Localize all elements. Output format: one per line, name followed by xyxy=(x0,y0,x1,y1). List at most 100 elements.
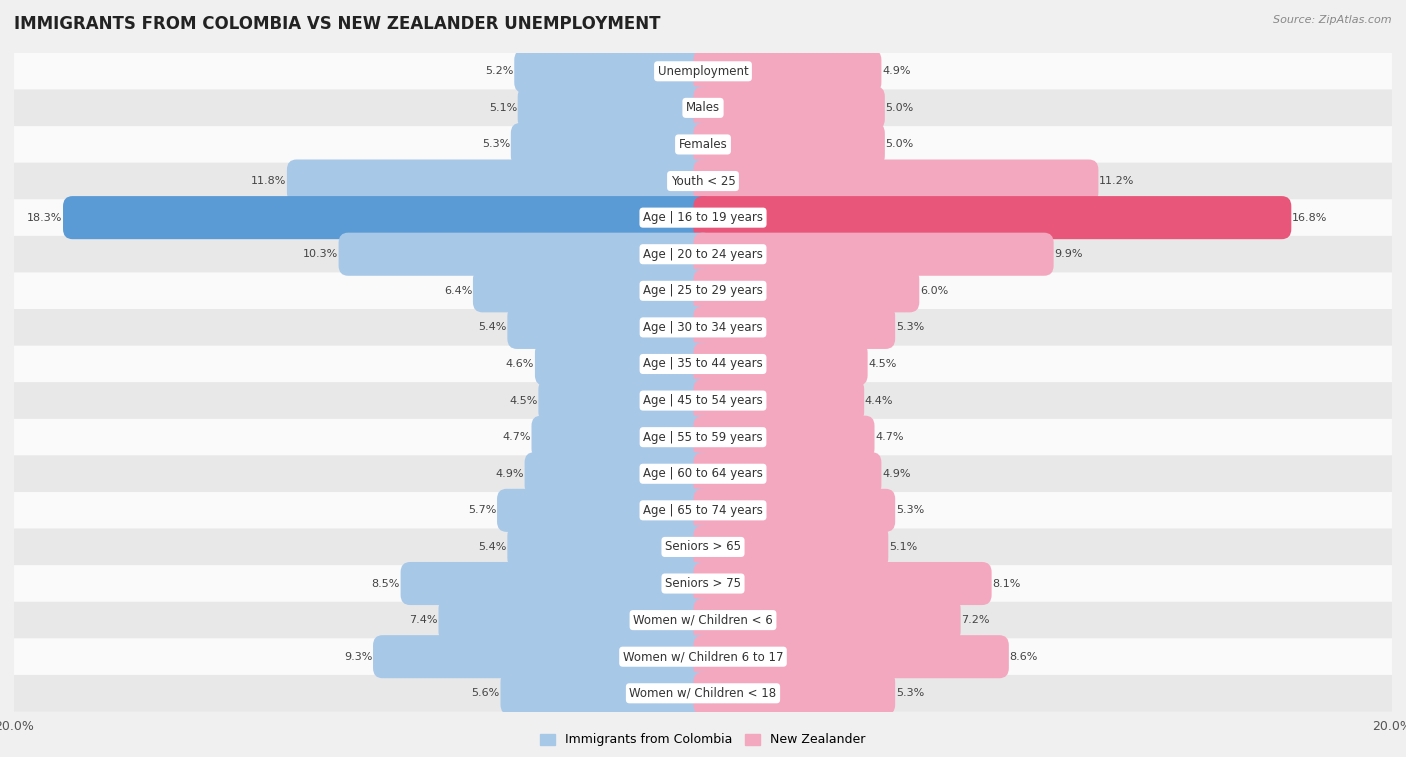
Text: 11.2%: 11.2% xyxy=(1099,176,1135,186)
Text: IMMIGRANTS FROM COLOMBIA VS NEW ZEALANDER UNEMPLOYMENT: IMMIGRANTS FROM COLOMBIA VS NEW ZEALANDE… xyxy=(14,15,661,33)
FancyBboxPatch shape xyxy=(693,599,960,642)
Text: Age | 16 to 19 years: Age | 16 to 19 years xyxy=(643,211,763,224)
FancyBboxPatch shape xyxy=(14,419,1392,456)
Text: 8.6%: 8.6% xyxy=(1010,652,1038,662)
FancyBboxPatch shape xyxy=(14,602,1392,638)
Text: 8.1%: 8.1% xyxy=(993,578,1021,588)
FancyBboxPatch shape xyxy=(693,671,896,715)
FancyBboxPatch shape xyxy=(693,269,920,313)
Text: Age | 30 to 34 years: Age | 30 to 34 years xyxy=(643,321,763,334)
Text: 4.9%: 4.9% xyxy=(882,469,911,478)
Text: 7.2%: 7.2% xyxy=(962,615,990,625)
FancyBboxPatch shape xyxy=(508,525,713,569)
Text: Age | 55 to 59 years: Age | 55 to 59 years xyxy=(643,431,763,444)
Text: Source: ZipAtlas.com: Source: ZipAtlas.com xyxy=(1274,15,1392,25)
Text: Unemployment: Unemployment xyxy=(658,65,748,78)
Text: Women w/ Children < 6: Women w/ Children < 6 xyxy=(633,614,773,627)
FancyBboxPatch shape xyxy=(14,53,1392,89)
Text: 11.8%: 11.8% xyxy=(250,176,287,186)
FancyBboxPatch shape xyxy=(14,492,1392,528)
FancyBboxPatch shape xyxy=(508,306,713,349)
FancyBboxPatch shape xyxy=(14,528,1392,565)
FancyBboxPatch shape xyxy=(693,562,991,605)
FancyBboxPatch shape xyxy=(287,160,713,203)
FancyBboxPatch shape xyxy=(501,671,713,715)
Text: 5.7%: 5.7% xyxy=(468,506,496,516)
Legend: Immigrants from Colombia, New Zealander: Immigrants from Colombia, New Zealander xyxy=(536,728,870,752)
FancyBboxPatch shape xyxy=(693,306,896,349)
FancyBboxPatch shape xyxy=(693,123,884,166)
FancyBboxPatch shape xyxy=(510,123,713,166)
Text: 4.9%: 4.9% xyxy=(495,469,524,478)
Text: 4.5%: 4.5% xyxy=(509,396,537,406)
Text: 5.3%: 5.3% xyxy=(896,506,924,516)
Text: 4.6%: 4.6% xyxy=(506,359,534,369)
FancyBboxPatch shape xyxy=(14,126,1392,163)
Text: 18.3%: 18.3% xyxy=(27,213,62,223)
FancyBboxPatch shape xyxy=(515,50,713,93)
Text: Women w/ Children < 18: Women w/ Children < 18 xyxy=(630,687,776,699)
FancyBboxPatch shape xyxy=(14,309,1392,346)
Text: 5.4%: 5.4% xyxy=(478,542,506,552)
FancyBboxPatch shape xyxy=(693,452,882,495)
FancyBboxPatch shape xyxy=(693,232,1053,276)
Text: 4.5%: 4.5% xyxy=(869,359,897,369)
FancyBboxPatch shape xyxy=(498,489,713,532)
Text: Females: Females xyxy=(679,138,727,151)
Text: Seniors > 75: Seniors > 75 xyxy=(665,577,741,590)
Text: 6.4%: 6.4% xyxy=(444,286,472,296)
Text: 6.0%: 6.0% xyxy=(920,286,948,296)
Text: Males: Males xyxy=(686,101,720,114)
FancyBboxPatch shape xyxy=(472,269,713,313)
FancyBboxPatch shape xyxy=(63,196,713,239)
FancyBboxPatch shape xyxy=(14,382,1392,419)
Text: 4.7%: 4.7% xyxy=(875,432,904,442)
FancyBboxPatch shape xyxy=(693,635,1010,678)
FancyBboxPatch shape xyxy=(693,525,889,569)
FancyBboxPatch shape xyxy=(439,599,713,642)
Text: 5.0%: 5.0% xyxy=(886,139,914,149)
Text: 5.3%: 5.3% xyxy=(896,322,924,332)
FancyBboxPatch shape xyxy=(531,416,713,459)
Text: Age | 35 to 44 years: Age | 35 to 44 years xyxy=(643,357,763,370)
Text: 5.4%: 5.4% xyxy=(478,322,506,332)
FancyBboxPatch shape xyxy=(14,638,1392,675)
FancyBboxPatch shape xyxy=(517,86,713,129)
FancyBboxPatch shape xyxy=(693,160,1098,203)
Text: Age | 60 to 64 years: Age | 60 to 64 years xyxy=(643,467,763,480)
Text: 9.3%: 9.3% xyxy=(344,652,373,662)
FancyBboxPatch shape xyxy=(693,196,1291,239)
Text: 5.0%: 5.0% xyxy=(886,103,914,113)
Text: 4.9%: 4.9% xyxy=(882,67,911,76)
FancyBboxPatch shape xyxy=(693,489,896,532)
Text: 5.1%: 5.1% xyxy=(489,103,517,113)
FancyBboxPatch shape xyxy=(14,163,1392,199)
Text: 5.1%: 5.1% xyxy=(889,542,917,552)
Text: 4.7%: 4.7% xyxy=(502,432,531,442)
FancyBboxPatch shape xyxy=(339,232,713,276)
Text: Age | 65 to 74 years: Age | 65 to 74 years xyxy=(643,504,763,517)
Text: 4.4%: 4.4% xyxy=(865,396,893,406)
FancyBboxPatch shape xyxy=(14,89,1392,126)
Text: 16.8%: 16.8% xyxy=(1292,213,1327,223)
Text: 5.2%: 5.2% xyxy=(485,67,513,76)
Text: Age | 45 to 54 years: Age | 45 to 54 years xyxy=(643,394,763,407)
FancyBboxPatch shape xyxy=(373,635,713,678)
FancyBboxPatch shape xyxy=(14,456,1392,492)
FancyBboxPatch shape xyxy=(538,379,713,422)
Text: 5.3%: 5.3% xyxy=(482,139,510,149)
Text: Age | 20 to 24 years: Age | 20 to 24 years xyxy=(643,248,763,260)
Text: 8.5%: 8.5% xyxy=(371,578,399,588)
FancyBboxPatch shape xyxy=(14,346,1392,382)
FancyBboxPatch shape xyxy=(14,236,1392,273)
FancyBboxPatch shape xyxy=(14,565,1392,602)
FancyBboxPatch shape xyxy=(534,342,713,385)
FancyBboxPatch shape xyxy=(693,50,882,93)
Text: 5.3%: 5.3% xyxy=(896,688,924,698)
Text: Women w/ Children 6 to 17: Women w/ Children 6 to 17 xyxy=(623,650,783,663)
FancyBboxPatch shape xyxy=(693,86,884,129)
Text: 10.3%: 10.3% xyxy=(302,249,337,259)
Text: Age | 25 to 29 years: Age | 25 to 29 years xyxy=(643,285,763,298)
FancyBboxPatch shape xyxy=(401,562,713,605)
FancyBboxPatch shape xyxy=(14,199,1392,236)
